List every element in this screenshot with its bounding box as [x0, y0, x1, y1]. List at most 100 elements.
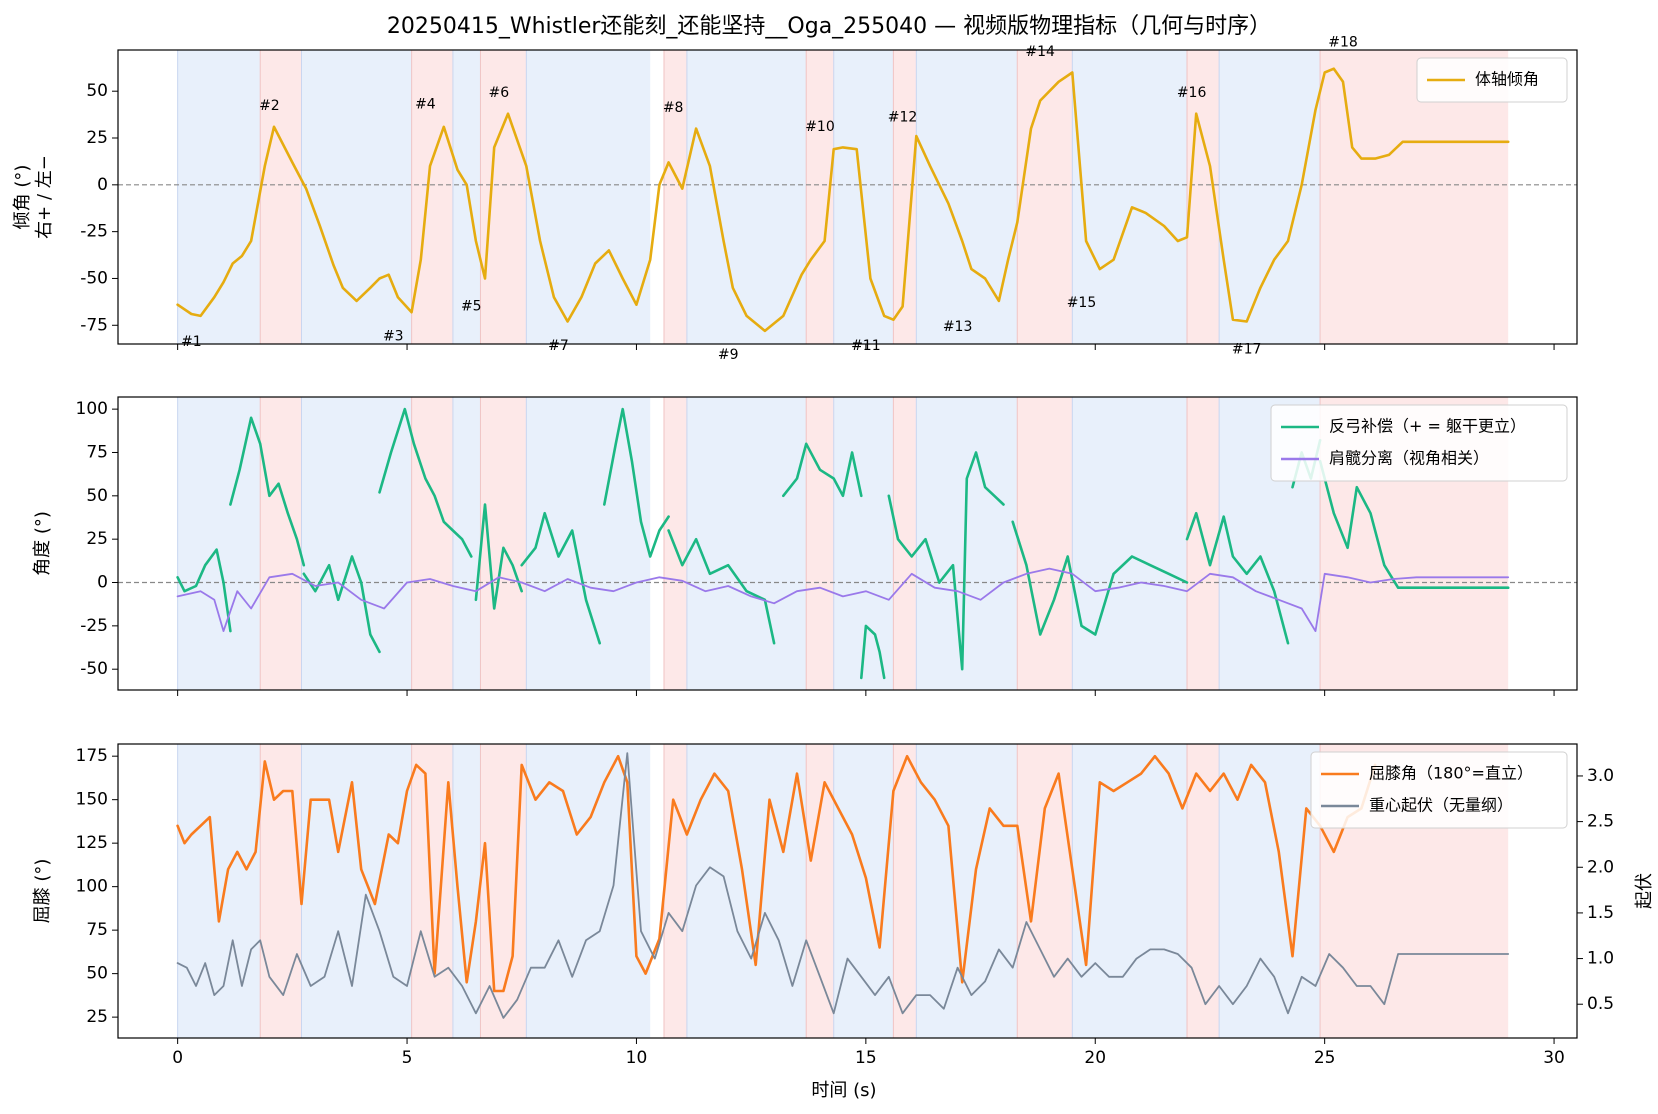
y-axis-label: 角度 (°) [32, 511, 53, 576]
phase-band [686, 397, 807, 690]
y-tick-label: 50 [86, 486, 108, 506]
phase-band [526, 397, 651, 690]
series-line-0-seg-12 [1011, 520, 1189, 636]
series-line-0-seg-1 [229, 416, 306, 567]
event-label: #3 [383, 329, 404, 345]
y-tick-label: 75 [86, 442, 108, 462]
phase-band [260, 397, 302, 690]
phase-band [1017, 50, 1073, 344]
phase-band [301, 744, 412, 1038]
phase-band [1072, 397, 1188, 690]
y-tick-label-right: 3.0 [1587, 766, 1614, 786]
y-tick-label: 150 [76, 790, 108, 810]
x-tick-label: 15 [855, 1048, 877, 1068]
axes-frame [117, 396, 1578, 691]
phase-band [177, 744, 261, 1038]
event-label: #2 [259, 98, 280, 114]
phase-band [1072, 744, 1188, 1038]
y-tick-label: 100 [76, 877, 108, 897]
legend-entry: 体轴倾角 [1475, 70, 1539, 89]
event-label: #8 [663, 100, 684, 116]
event-label: #13 [943, 319, 973, 335]
panel-angles: -50 -25 0 25 50 75 100 角度 (°) 反弓补偿（+ = 躯干更立） 肩髋分离… [32, 396, 1578, 696]
phase-band [663, 397, 687, 690]
y-tick-label: 25 [86, 529, 108, 549]
series-line-1 [176, 752, 1510, 1019]
series-group [176, 407, 1510, 680]
series-line-0-seg-13 [1185, 511, 1290, 645]
y-tick-label: -50 [80, 659, 108, 679]
x-tick-label: 30 [1543, 1048, 1565, 1068]
phase-band [411, 50, 453, 344]
phase-band [177, 397, 261, 690]
event-label: #15 [1067, 295, 1097, 311]
y-tick-label: 0 [97, 175, 108, 195]
phase-band [411, 397, 453, 690]
phase-band [1017, 397, 1073, 690]
y-tick-label: -75 [80, 315, 108, 335]
y-tick-label-right: 0.5 [1587, 994, 1614, 1014]
phase-band [663, 50, 687, 344]
legend-entry: 重心起伏（无量纲） [1369, 796, 1513, 815]
phase-band [177, 50, 261, 344]
phase-band [893, 744, 917, 1038]
series-group [176, 752, 1510, 1019]
y-tick-label-right: 2.0 [1587, 857, 1614, 877]
phase-band [916, 744, 1018, 1038]
event-label: #6 [488, 85, 509, 101]
series-line-0-seg-0 [176, 548, 232, 633]
event-label: #14 [1025, 44, 1055, 60]
series-line-0-seg-9 [860, 624, 886, 680]
y-axis-label: 屈膝 (°) [32, 859, 53, 924]
phase-band [1072, 50, 1188, 344]
event-label: #9 [718, 347, 739, 363]
x-tick-label: 5 [402, 1048, 413, 1068]
series-line-0-seg-3 [378, 407, 473, 558]
y-tick-label: 0 [97, 573, 108, 593]
phase-band [452, 397, 481, 690]
legend-box [1416, 57, 1568, 103]
x-axis-label: 时间 (s) [811, 1080, 876, 1101]
phase-band [526, 50, 651, 344]
phase-band [1219, 744, 1321, 1038]
y-tick-label-right: 2.5 [1587, 812, 1614, 832]
panel-knee: 0 5 10 15 20 25 30 25 50 75 100 125 150 175 0.5 1.0 1.5 2… [32, 743, 1655, 1068]
y-axis-label-right: 起伏 [1634, 873, 1655, 909]
legend-box [1310, 751, 1568, 829]
phase-band [686, 50, 807, 344]
legend: 反弓补偿（+ = 躯干更立） 肩髋分离（视角相关） [1270, 404, 1568, 482]
event-label: #4 [415, 96, 436, 112]
phase-band [806, 744, 834, 1038]
axes-frame [117, 49, 1578, 345]
event-label: #7 [548, 338, 569, 354]
phase-band [260, 50, 302, 344]
phase-band [806, 397, 834, 690]
phase-band [301, 50, 412, 344]
y-tick-label: 175 [76, 746, 108, 766]
phase-band [663, 744, 687, 1038]
series-line-1 [176, 567, 1510, 632]
phase-band [480, 50, 527, 344]
y-tick-label: 125 [76, 833, 108, 853]
y-tick-label: -50 [80, 268, 108, 288]
series-line-0-seg-5 [520, 511, 601, 645]
x-tick-label: 10 [626, 1048, 648, 1068]
panel-lean: #1#2#3#4#5#6#7#8#9#10#11#12#13#14#15#16#… [12, 35, 1578, 363]
series-line-0-seg-2 [302, 555, 381, 654]
chart-title: 20250415_Whistler还能刻_还能坚持__Oga_255040 — … [387, 14, 1271, 39]
y-tick-label: 50 [86, 81, 108, 101]
phase-bands [177, 50, 1509, 344]
series-group [176, 67, 1510, 333]
series-line-0 [176, 67, 1510, 333]
event-label: #12 [888, 109, 918, 125]
y-tick-label: 25 [86, 1007, 108, 1027]
legend-entry: 反弓补偿（+ = 躯干更立） [1329, 417, 1526, 436]
legend: 屈膝角（180°=直立） 重心起伏（无量纲） [1310, 751, 1568, 829]
phase-band [452, 50, 481, 344]
legend-entry: 屈膝角（180°=直立） [1369, 764, 1533, 783]
y-tick-label-right: 1.5 [1587, 903, 1614, 923]
series-line-0-seg-15 [1318, 459, 1510, 589]
legend: 体轴倾角 [1416, 57, 1568, 103]
x-tick-label: 20 [1084, 1048, 1106, 1068]
